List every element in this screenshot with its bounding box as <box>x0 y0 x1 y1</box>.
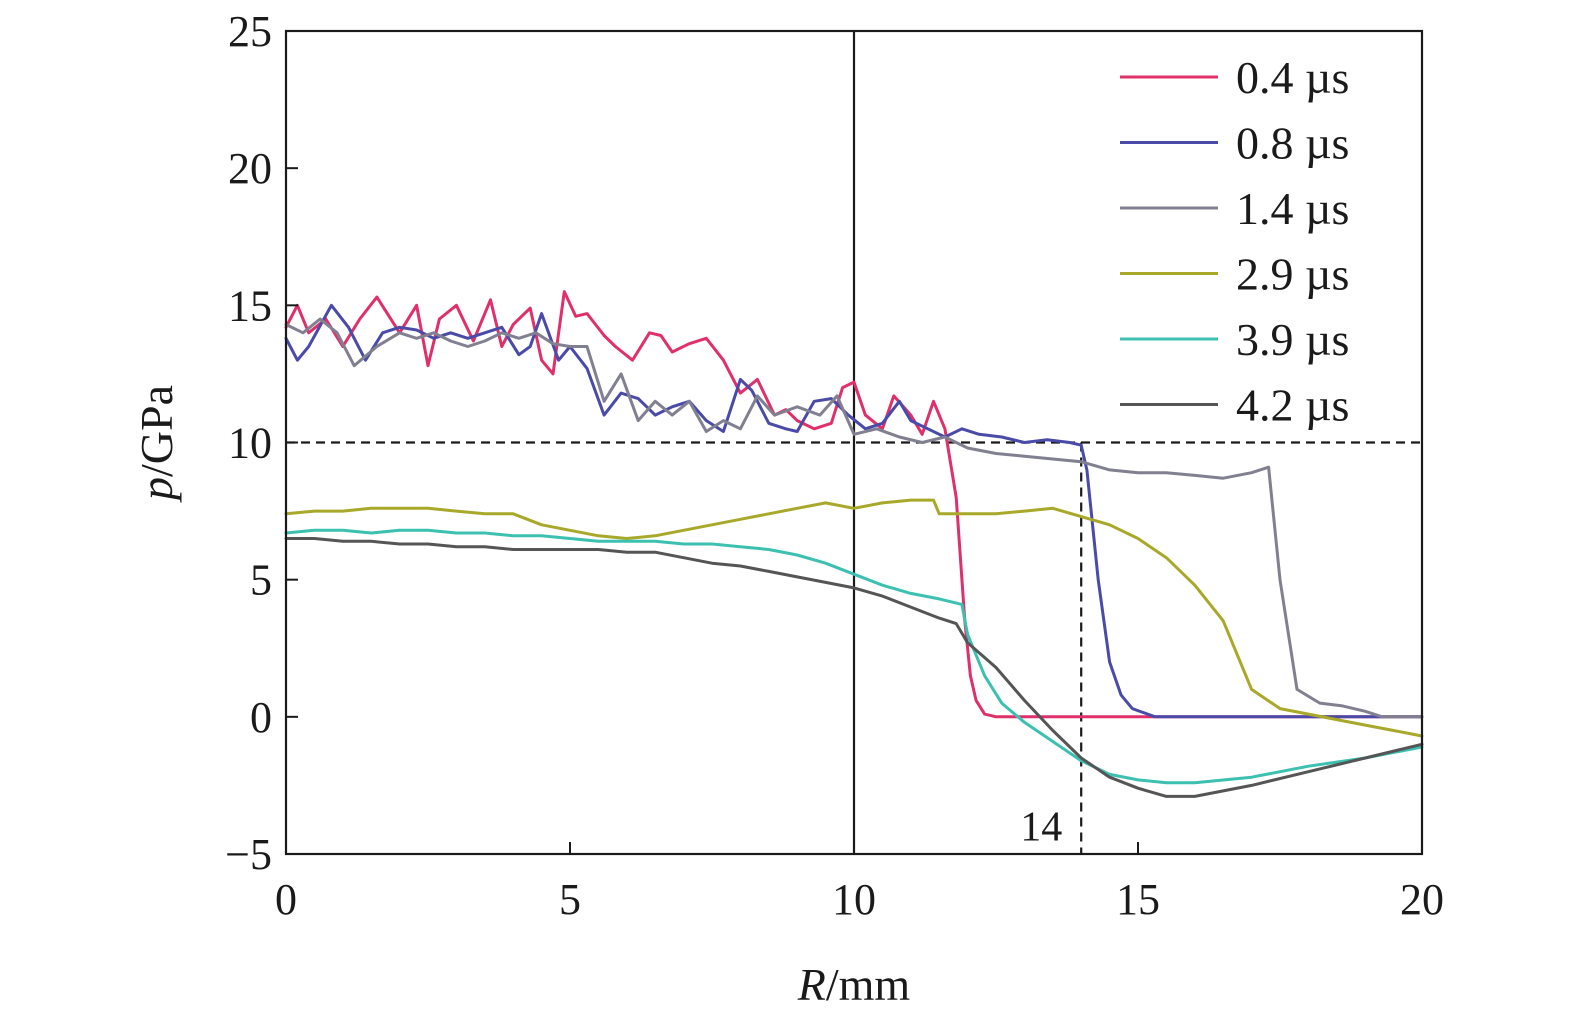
y-tick-label: 5 <box>250 556 272 605</box>
y-tick-label: 25 <box>228 7 272 56</box>
series-line-6 <box>284 537 1424 798</box>
series-line-1 <box>284 290 1424 719</box>
legend: 0.4 µs 0.8 µs 1.4 µs 2.9 µs 3.9 µs 4.2 µs <box>1120 52 1349 431</box>
annotation-14: 14 <box>1020 805 1062 851</box>
series-line-5 <box>284 528 1424 785</box>
legend-label-1: 0.4 µs <box>1236 52 1349 103</box>
x-tick-label: 10 <box>832 875 876 924</box>
x-tick-label: 15 <box>1116 875 1160 924</box>
series-line-4 <box>284 498 1424 738</box>
x-tick-label: 20 <box>1400 875 1444 924</box>
y-axis-title: p/GPa <box>131 385 182 503</box>
y-tick-label: 0 <box>250 693 272 742</box>
y-tick-label: 10 <box>228 419 272 468</box>
x-axis-title: R/mm <box>797 959 911 1010</box>
y-axis-unit: /GPa <box>131 385 182 477</box>
y-axis-variable: p <box>131 477 182 503</box>
x-axis-variable: R <box>797 959 826 1010</box>
y-tick-label: −5 <box>225 830 272 879</box>
legend-label-5: 3.9 µs <box>1236 314 1349 365</box>
legend-label-3: 1.4 µs <box>1236 183 1349 234</box>
legend-label-6: 4.2 µs <box>1236 380 1349 431</box>
legend-label-4: 2.9 µs <box>1236 249 1349 300</box>
x-axis-unit: /mm <box>826 959 911 1010</box>
reference-lines <box>286 31 1422 854</box>
legend-label-2: 0.8 µs <box>1236 118 1349 169</box>
series-line-3 <box>284 317 1424 719</box>
y-tick-label: 20 <box>228 144 272 193</box>
x-tick-label: 5 <box>559 875 581 924</box>
series-lines <box>284 290 1424 798</box>
y-tick-label: 15 <box>228 281 272 330</box>
x-tick-label: 0 <box>275 875 297 924</box>
